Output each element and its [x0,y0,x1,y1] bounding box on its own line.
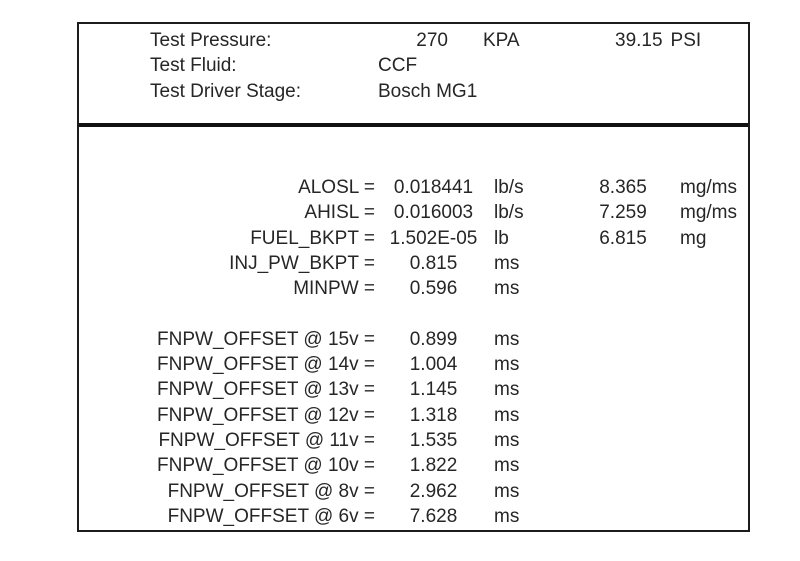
offset-unit: ms [494,354,520,376]
test-driver-stage-row: Test Driver Stage: Bosch MG1 [79,79,748,104]
test-driver-stage-label: Test Driver Stage: [150,80,301,102]
offset-unit: ms [494,480,520,502]
parameter-unit: ms [494,278,520,300]
parameter-metric-unit: mg/ms [680,202,737,224]
blank-row [79,301,748,326]
parameter-row-fuel-bkpt: FUEL_BKPT = 1.502E-05 lb 6.815 mg [79,226,748,251]
test-fluid-label: Test Fluid: [150,55,237,77]
offset-label: FNPW_OFFSET @ 11v = [158,429,375,451]
parameter-metric-value: 7.259 [599,202,647,224]
parameter-unit: lb/s [494,202,524,224]
test-pressure-psi-value: 39.15 [615,30,663,51]
parameter-label: FUEL_BKPT = [250,227,375,249]
parameter-unit: ms [494,252,520,274]
offset-row-6v: FNPW_OFFSET @ 6v = 7.628 ms [79,504,748,529]
test-pressure-value: 270 [416,30,448,51]
parameter-value: 0.016003 [393,202,474,224]
test-driver-stage-value: Bosch MG1 [378,80,478,102]
offset-row-11v: FNPW_OFFSET @ 11v = 1.535 ms [79,428,748,453]
parameter-value: 1.502E-05 [389,227,478,249]
offset-row-12v: FNPW_OFFSET @ 12v = 1.318 ms [79,403,748,428]
parameter-row-ahisl: AHISL = 0.016003 lb/s 7.259 mg/ms [79,200,748,225]
parameter-unit: lb [494,227,509,249]
test-pressure-label: Test Pressure: [150,30,272,51]
offset-label: FNPW_OFFSET @ 14v = [157,354,375,376]
offset-value: 2.962 [409,480,458,502]
parameter-metric-unit: mg/ms [680,177,737,198]
offset-value: 1.004 [409,354,458,376]
offset-unit: ms [494,455,520,477]
parameter-row-inj-pw-bkpt: INJ_PW_BKPT = 0.815 ms [79,251,748,276]
parameter-label: ALOSL = [298,177,375,198]
parameters-section: ALOSL = 0.018441 lb/s 8.365 mg/ms AHISL … [79,127,748,529]
test-report-panel: Test Pressure: 270 KPA 39.15 PSI Test Fl… [77,22,750,532]
offset-unit: ms [494,429,520,451]
offset-unit: ms [494,328,520,350]
test-conditions-section: Test Pressure: 270 KPA 39.15 PSI Test Fl… [79,24,748,123]
offset-row-13v: FNPW_OFFSET @ 13v = 1.145 ms [79,377,748,402]
offset-row-8v: FNPW_OFFSET @ 8v = 2.962 ms [79,479,748,504]
parameter-label: AHISL = [304,202,375,224]
offset-value: 7.628 [409,505,458,527]
parameter-label: MINPW = [293,278,375,300]
section-divider [79,123,748,127]
offset-value: 1.535 [409,429,458,451]
offset-label: FNPW_OFFSET @ 15v = [157,328,375,350]
offset-row-14v: FNPW_OFFSET @ 14v = 1.004 ms [79,352,748,377]
offset-unit: ms [494,505,520,527]
parameter-unit: lb/s [494,177,524,198]
offset-label: FNPW_OFFSET @ 6v = [167,505,375,527]
test-fluid-row: Test Fluid: CCF [79,53,748,78]
test-fluid-value: CCF [378,55,418,77]
offset-value: 0.899 [409,328,458,350]
parameter-metric-value: 6.815 [599,227,647,249]
offset-unit: ms [494,404,520,426]
parameter-value: 0.815 [409,252,458,274]
test-pressure-unit: KPA [483,30,520,51]
offset-value: 1.145 [409,379,458,401]
test-pressure-psi: 39.15 PSI [580,28,748,53]
offset-label: FNPW_OFFSET @ 12v = [157,404,375,426]
parameter-metric-unit: mg [680,227,707,249]
test-pressure-psi-unit: PSI [670,30,702,51]
offset-value: 1.822 [409,455,458,477]
offset-label: FNPW_OFFSET @ 8v = [167,480,375,502]
parameter-label: INJ_PW_BKPT = [229,252,375,274]
parameter-row-alosl: ALOSL = 0.018441 lb/s 8.365 mg/ms [79,175,748,200]
offset-row-10v: FNPW_OFFSET @ 10v = 1.822 ms [79,453,748,478]
parameter-row-minpw: MINPW = 0.596 ms [79,276,748,301]
parameter-value: 0.596 [409,278,458,300]
offset-unit: ms [494,379,520,401]
offset-label: FNPW_OFFSET @ 13v = [157,379,375,401]
offset-row-15v: FNPW_OFFSET @ 15v = 0.899 ms [79,327,748,352]
offset-label: FNPW_OFFSET @ 10v = [157,455,375,477]
offset-value: 1.318 [409,404,458,426]
parameter-value: 0.018441 [393,177,474,198]
test-pressure-row: Test Pressure: 270 KPA 39.15 PSI [79,28,748,53]
parameter-metric-value: 8.365 [599,177,647,198]
